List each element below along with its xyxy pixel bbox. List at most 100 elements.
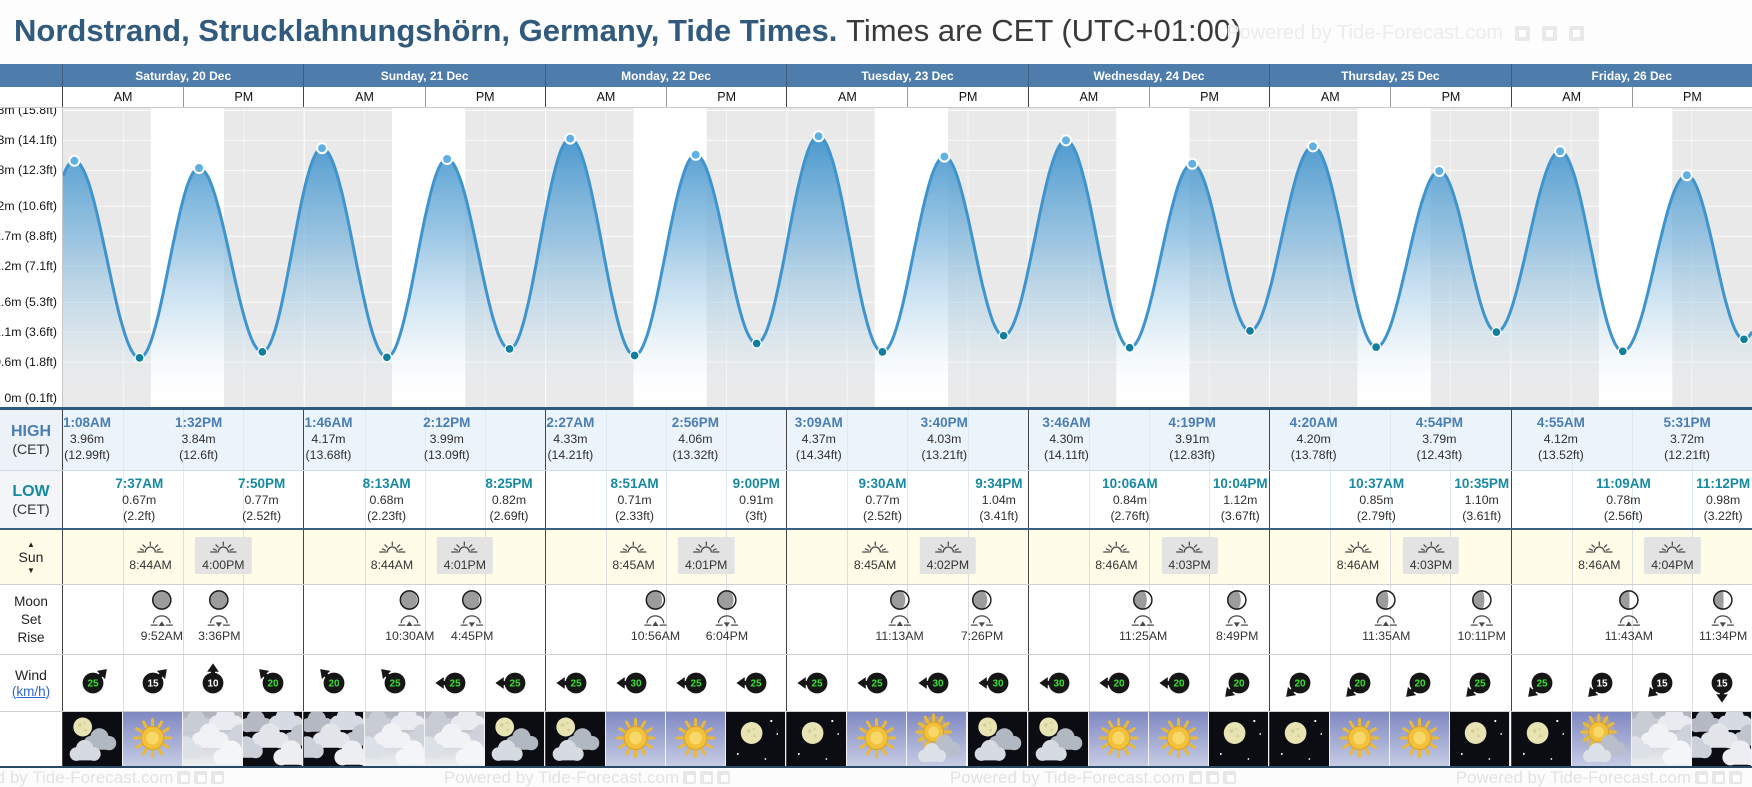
high-tide-entry: 1:46AM 4.17m (13.68ft)	[304, 415, 353, 462]
weather-tile-sunny	[1148, 712, 1210, 766]
svg-text:30: 30	[932, 679, 944, 690]
watermark-footer: Powered by Tide-Forecast.com	[444, 768, 731, 787]
expand-down-icon[interactable]: ▼	[27, 565, 35, 575]
pm-label: PM	[1631, 87, 1752, 107]
wind-arrow-icon: 25	[495, 672, 526, 694]
high-tide-entry: 4:54PM 3.79m (12.43ft)	[1415, 415, 1464, 462]
moonrise-entry: 10:30AM	[385, 589, 434, 642]
clear-night-icon	[1511, 712, 1571, 766]
moonrise-entry: 11:35AM	[1362, 589, 1410, 642]
sunny-icon	[1390, 712, 1450, 766]
day-name: Monday, 22 Dec	[621, 68, 711, 83]
high-cell-1: 1:46AM 4.17m (13.68ft) 2:12PM 3.99m (13.09ft)	[303, 410, 544, 470]
weather-cell-3	[786, 712, 1028, 766]
wind-forecast: 25	[787, 663, 847, 703]
wind-forecast: 20	[1149, 663, 1209, 703]
weather-row	[0, 711, 1752, 768]
watermark-footer: Powered by Tide-Forecast.com	[1456, 768, 1742, 787]
sun-row-label[interactable]: ▲ Sun ▼	[0, 530, 62, 584]
watermark-footer: Powered by Tide-Forecast.com	[0, 768, 225, 787]
badge-icon	[1711, 771, 1725, 784]
pm-label: PM	[666, 87, 786, 107]
am-label: AM	[1320, 90, 1340, 104]
high-tide-point	[1306, 140, 1319, 153]
low-label: LOW	[12, 482, 50, 500]
moon-clouds-icon	[967, 712, 1027, 766]
wind-forecast: 25	[425, 663, 485, 703]
clear-night-icon	[787, 712, 847, 766]
wind-forecast: 20	[1390, 663, 1450, 703]
high-tide-entry: 4:55AM 4.12m (13.52ft)	[1536, 415, 1585, 462]
high-cet-label: (CET)	[12, 441, 50, 457]
pm-label: PM	[183, 87, 303, 107]
svg-text:25: 25	[449, 679, 461, 690]
high-tide-entry: 2:12PM 3.99m (13.09ft)	[423, 415, 471, 462]
weather-tile-moon-clouds	[484, 712, 545, 766]
sunrise-entry: 8:46AM	[1088, 537, 1144, 574]
moonset-icon	[208, 615, 231, 627]
moonrise-entry: 9:52AM	[141, 589, 183, 642]
high-tide-entry: 5:31PM 3.72m (12.21ft)	[1663, 415, 1711, 462]
moon-phase-icon	[1713, 590, 1733, 610]
high-tide-point	[1554, 145, 1567, 158]
ampm-0: AM PM	[62, 87, 303, 107]
weather-tile-clouds-night	[304, 712, 365, 766]
wind-forecast: 30	[1029, 663, 1089, 703]
moon-cell-5: 11:35AM 10:11PM	[1269, 585, 1510, 654]
low-tide-entry: 10:04PM 1.12m (3.67ft)	[1212, 476, 1268, 523]
footer-watermarks: Powered by Tide-Forecast.com Powered by T…	[0, 768, 1752, 787]
wind-forecast: 15	[1632, 663, 1692, 703]
high-tide-entry: 2:27AM 4.33m (14.21ft)	[546, 415, 595, 462]
badge-icon	[177, 771, 191, 784]
collapse-up-icon[interactable]: ▲	[27, 539, 35, 549]
sun-horizon-icon	[451, 541, 479, 553]
weather-tile-sun-clouds	[907, 712, 968, 766]
moon-clouds-icon	[63, 712, 123, 766]
tide-curve-svg	[63, 108, 1752, 407]
wind-arrow-icon: 20	[320, 669, 345, 694]
wind-forecast: 25	[726, 663, 786, 703]
low-tide-point	[1738, 334, 1750, 345]
wind-forecast: 20	[1270, 663, 1330, 703]
low-tide-entry: 10:35PM 1.10m (3.61ft)	[1454, 476, 1510, 523]
sunset-entry: 4:01PM	[678, 537, 735, 574]
day-header-1: Sunday, 21 Dec	[303, 64, 544, 87]
high-tide-point	[938, 150, 951, 163]
low-tide-entry: 8:51AM 0.71m (2.33ft)	[610, 476, 659, 523]
low-tide-point	[1370, 341, 1382, 353]
sunrise-entry: 8:44AM	[122, 537, 178, 574]
low-row-label: LOW (CET)	[0, 471, 62, 528]
ampm-3: AM PM	[786, 87, 1027, 107]
badge-icon	[717, 771, 731, 784]
sunny-icon	[1148, 712, 1209, 766]
wind-row-label: Wind (km/h)	[0, 655, 62, 711]
moonrise-entry: 11:25AM	[1119, 589, 1167, 642]
wind-cell-5: 20 20 20 25	[1269, 655, 1510, 711]
svg-text:30: 30	[992, 679, 1004, 690]
weather-row-label	[0, 712, 62, 766]
clouds-day-icon	[1631, 712, 1691, 766]
moon-phase-icon	[399, 590, 420, 610]
high-cell-4: 3:46AM 4.30m (14.11ft) 4:19PM 3.91m (12.83ft)	[1027, 410, 1269, 470]
moon-label: Moon	[14, 594, 48, 609]
y-axis-tick: 4.3m (14.1ft)	[0, 133, 57, 148]
moonset-icon	[970, 615, 994, 627]
wind-forecast: 25	[546, 663, 606, 703]
wind-arrow-icon: 15	[1647, 672, 1673, 697]
moonrise-icon	[398, 615, 421, 627]
low-tide-point	[751, 338, 762, 349]
sun-horizon-icon	[1176, 541, 1203, 553]
moon-set-label: Set	[20, 612, 42, 627]
page-title-timezone: Times are CET (UTC+01:00)	[846, 13, 1242, 48]
moon-row: Moon Set Rise 9:52AM 3:36PM 10:30AM 4:45PM 1…	[0, 584, 1752, 654]
moon-phase-icon	[1619, 590, 1639, 610]
wind-forecast: 20	[1089, 663, 1149, 703]
kmh-unit-link[interactable]: (km/h)	[11, 683, 51, 699]
high-tide-entry: 4:20AM 4.20m (13.78ft)	[1289, 415, 1338, 462]
ampm-corner	[0, 87, 62, 107]
low-tide-row: LOW (CET) 7:37AM 0.67m (2.2ft) 7:50PM 0.77m(…	[0, 470, 1752, 528]
low-tide-point	[629, 350, 640, 361]
wind-arrow-icon: 30	[917, 672, 948, 694]
wind-cell-0: 25 15 10 20	[62, 655, 303, 711]
wind-forecast: 30	[968, 663, 1028, 703]
